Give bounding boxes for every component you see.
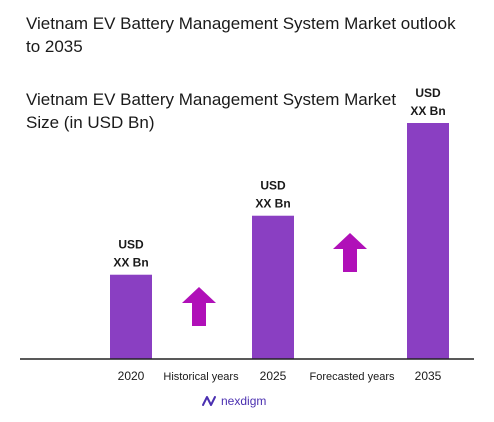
- data-label-2025-line1: USD: [260, 179, 286, 193]
- annotation-forecasted-years: Forecasted years: [310, 371, 395, 383]
- growth-arrow-icon: [333, 233, 367, 272]
- chart-subtitle: Vietnam EV Battery Management System Mar…: [26, 90, 397, 132]
- data-label-2020-line2: XX Bn: [113, 256, 148, 270]
- data-label-2035-line1: USD: [415, 86, 441, 100]
- data-label-2035-line2: XX Bn: [410, 104, 445, 118]
- logo-text: nexdigm: [221, 394, 266, 408]
- growth-arrow-icon: [182, 287, 216, 326]
- data-labels-group: USD XX Bn USD XX Bn USD XX Bn: [113, 86, 445, 270]
- tick-label-2035: 2035: [415, 369, 442, 383]
- tick-labels-group: 2020 2025 2035: [118, 369, 442, 383]
- data-label-2025-line2: XX Bn: [255, 197, 290, 211]
- bar-2025: [252, 215, 294, 359]
- bar-2020: [110, 274, 152, 359]
- bars-group: [110, 123, 449, 359]
- data-label-2020-line1: USD: [118, 238, 144, 252]
- nexdigm-logo: nexdigm: [202, 394, 266, 408]
- bar-2035: [407, 123, 449, 359]
- chart-title: Vietnam EV Battery Management System Mar…: [26, 14, 456, 56]
- tick-label-2025: 2025: [260, 369, 287, 383]
- nexdigm-logo-icon: [202, 396, 216, 406]
- tick-label-2020: 2020: [118, 369, 145, 383]
- annotation-historical-years: Historical years: [163, 371, 239, 383]
